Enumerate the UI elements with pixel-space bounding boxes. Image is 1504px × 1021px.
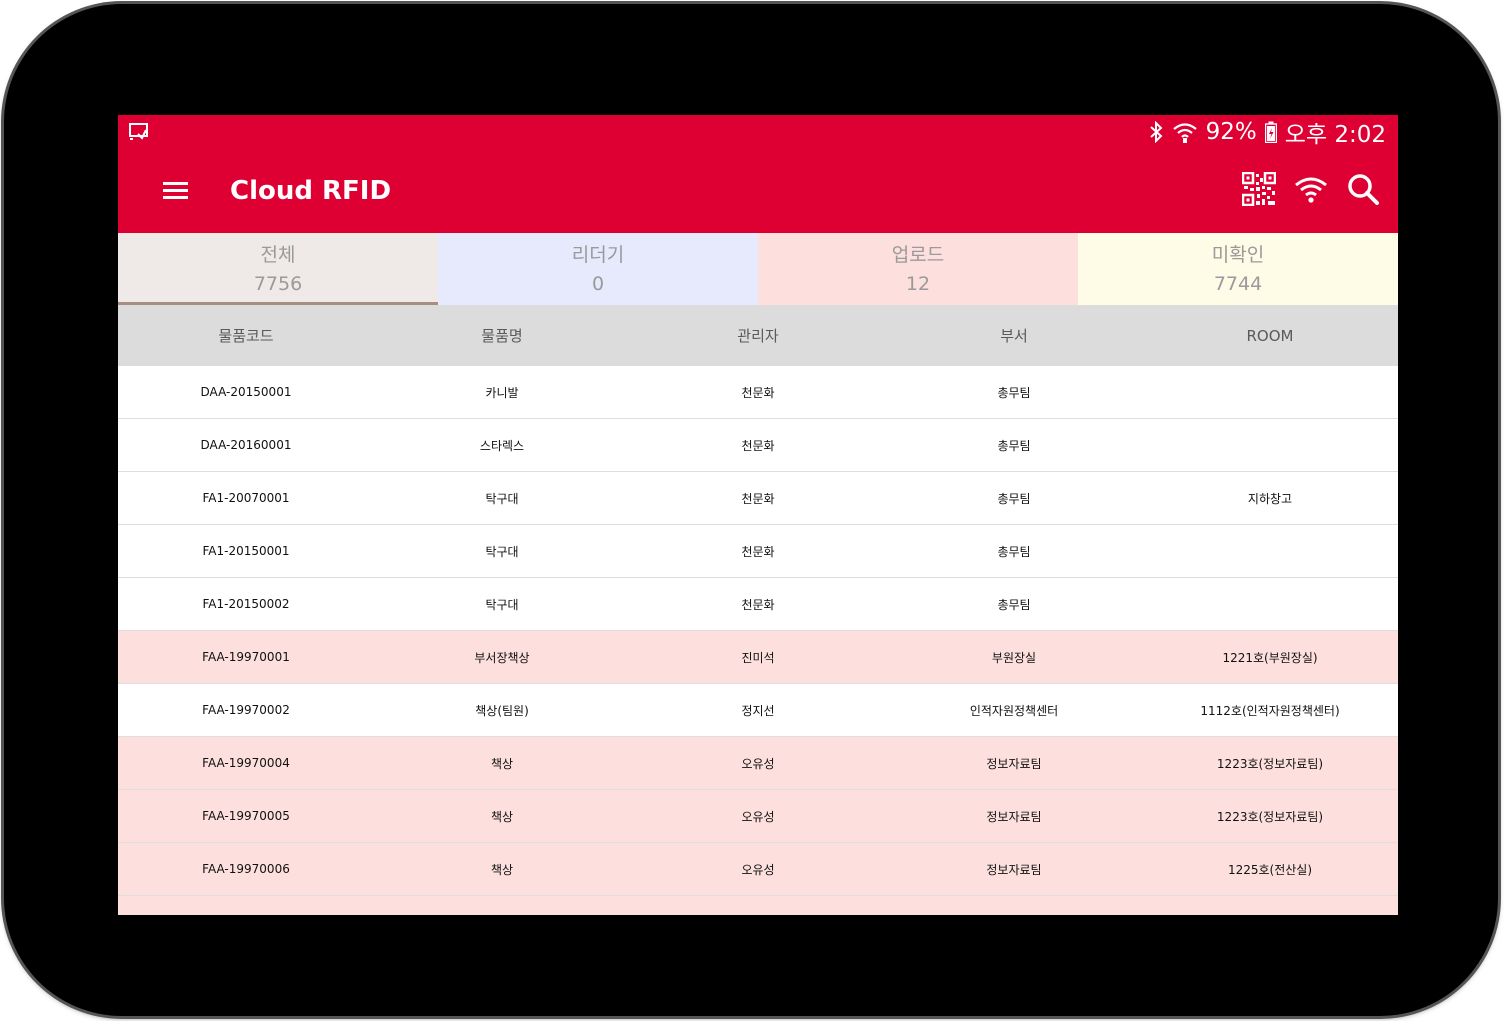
table-row[interactable]: FAA-19970001 부서장책상 진미석 부원장실 1221호(부원장실) bbox=[118, 631, 1398, 684]
cell-department: 인적자원정책센터 bbox=[969, 703, 1059, 718]
wifi-icon[interactable] bbox=[1294, 174, 1328, 208]
cell-manager: 정지선 bbox=[741, 703, 775, 718]
cell-item-name: 탁구대 bbox=[485, 597, 519, 612]
cell-room: 1223호(정보자료팀) bbox=[1216, 756, 1324, 771]
cell-manager: 오유성 bbox=[741, 809, 775, 824]
cell-department: 정보자료팀 bbox=[986, 756, 1042, 771]
table-row[interactable]: FA1-20070001 탁구대 천문화 총무팀 지하창고 bbox=[118, 472, 1398, 525]
cell-item-name: 책상(팀원) bbox=[475, 703, 529, 718]
tab-upload[interactable]: 업로드 12 bbox=[758, 233, 1078, 305]
clock: 오후 2:02 bbox=[1284, 122, 1386, 148]
cell-room: 지하창고 bbox=[1247, 491, 1293, 506]
tab-count: 12 bbox=[905, 273, 931, 295]
header-item-code[interactable]: 물품코드 bbox=[218, 327, 274, 345]
cell-item-name: 탁구대 bbox=[485, 544, 519, 559]
tablet-frame: 92% 오후 2:02 bbox=[4, 4, 1498, 1016]
cell-item-code: FAA-19970001 bbox=[202, 650, 290, 664]
screen: 92% 오후 2:02 bbox=[118, 115, 1398, 915]
cell-manager: 오유성 bbox=[741, 862, 775, 877]
cell-room: 1223호(정보자료팀) bbox=[1216, 809, 1324, 824]
table-row[interactable]: DAA-20160001 스타렉스 천문화 총무팀 bbox=[118, 419, 1398, 472]
tab-count: 7744 bbox=[1213, 273, 1263, 295]
tab-label: 리더기 bbox=[571, 244, 625, 266]
app-bar: Cloud RFID bbox=[118, 149, 1398, 233]
cell-item-name: 탁구대 bbox=[485, 491, 519, 506]
table-header: 물품코드 물품명 관리자 부서 ROOM bbox=[118, 305, 1398, 366]
battery-percent: 92% bbox=[1205, 119, 1257, 145]
header-room[interactable]: ROOM bbox=[1246, 326, 1294, 345]
tab-reader[interactable]: 리더기 0 bbox=[438, 233, 758, 305]
cell-item-name: 책상 bbox=[490, 756, 514, 771]
cell-manager: 천문화 bbox=[741, 438, 775, 453]
cell-item-code: FA1-20070001 bbox=[202, 491, 290, 505]
tab-label: 전체 bbox=[260, 244, 296, 266]
cell-manager: 천문화 bbox=[741, 491, 775, 506]
status-right: 92% 오후 2:02 bbox=[1148, 115, 1386, 149]
table-row[interactable]: FAA-19970002 책상(팀원) 정지선 인적자원정책센터 1112호(인… bbox=[118, 684, 1398, 737]
tab-unconfirmed[interactable]: 미확인 7744 bbox=[1078, 233, 1398, 305]
cell-item-code: FAA-19970006 bbox=[202, 862, 290, 876]
cast-icon bbox=[128, 122, 150, 142]
cell-item-code: FA1-20150002 bbox=[202, 597, 290, 611]
header-item-name[interactable]: 물품명 bbox=[481, 327, 523, 345]
status-bar: 92% 오후 2:02 bbox=[118, 115, 1398, 149]
cell-item-code: DAA-20150001 bbox=[200, 385, 292, 399]
bluetooth-icon bbox=[1148, 121, 1164, 143]
cell-department: 부원장실 bbox=[991, 650, 1037, 665]
cell-item-name: 책상 bbox=[490, 809, 514, 824]
cell-department: 총무팀 bbox=[997, 438, 1031, 453]
table-row[interactable]: FA1-20150001 탁구대 천문화 총무팀 bbox=[118, 525, 1398, 578]
tab-label: 업로드 bbox=[891, 244, 945, 266]
header-department[interactable]: 부서 bbox=[1000, 327, 1028, 345]
menu-icon[interactable] bbox=[162, 179, 190, 201]
cell-department: 총무팀 bbox=[997, 491, 1031, 506]
cell-department: 총무팀 bbox=[997, 385, 1031, 400]
cell-item-code: FAA-19970002 bbox=[202, 703, 290, 717]
cell-room: 1225호(전산실) bbox=[1227, 862, 1313, 877]
cell-item-code: DAA-20160001 bbox=[200, 438, 292, 452]
cell-department: 정보자료팀 bbox=[986, 862, 1042, 877]
tab-count: 7756 bbox=[253, 273, 303, 295]
cell-manager: 천문화 bbox=[741, 544, 775, 559]
cell-item-name: 책상 bbox=[490, 862, 514, 877]
table-row[interactable]: FAA-19970006 책상 오유성 정보자료팀 1225호(전산실) bbox=[118, 843, 1398, 896]
cell-department: 총무팀 bbox=[997, 597, 1031, 612]
qr-code-icon[interactable] bbox=[1241, 171, 1277, 210]
cell-item-name: 카니발 bbox=[485, 385, 519, 400]
battery-icon bbox=[1264, 121, 1277, 143]
cell-manager: 진미석 bbox=[741, 650, 775, 665]
tab-all[interactable]: 전체 7756 bbox=[118, 233, 438, 305]
search-icon[interactable] bbox=[1346, 172, 1380, 210]
cell-room: 1112호(인적자원정책센터) bbox=[1200, 703, 1340, 718]
cell-item-name: 스타렉스 bbox=[479, 438, 525, 453]
filter-tabs: 전체 7756 리더기 0 업로드 12 미확인 7744 bbox=[118, 233, 1398, 305]
table-row[interactable] bbox=[118, 896, 1398, 915]
table-row[interactable]: FAA-19970004 책상 오유성 정보자료팀 1223호(정보자료팀) bbox=[118, 737, 1398, 790]
wifi-status-icon bbox=[1172, 120, 1198, 144]
cell-manager: 천문화 bbox=[741, 385, 775, 400]
table-row[interactable]: FAA-19970005 책상 오유성 정보자료팀 1223호(정보자료팀) bbox=[118, 790, 1398, 843]
cell-manager: 오유성 bbox=[741, 756, 775, 771]
table-row[interactable]: DAA-20150001 카니발 천문화 총무팀 bbox=[118, 366, 1398, 419]
tab-count: 0 bbox=[591, 273, 605, 295]
cell-item-code: FAA-19970004 bbox=[202, 756, 290, 770]
header-manager[interactable]: 관리자 bbox=[737, 327, 779, 345]
table-body: DAA-20150001 카니발 천문화 총무팀 DAA-20160001 스타… bbox=[118, 366, 1398, 915]
table-row[interactable]: FA1-20150002 탁구대 천문화 총무팀 bbox=[118, 578, 1398, 631]
app-title: Cloud RFID bbox=[230, 176, 392, 206]
cell-item-code: FA1-20150001 bbox=[202, 544, 290, 558]
appbar-actions bbox=[1241, 169, 1380, 213]
cell-department: 정보자료팀 bbox=[986, 809, 1042, 824]
cell-manager: 천문화 bbox=[741, 597, 775, 612]
cell-item-code: FAA-19970005 bbox=[202, 809, 290, 823]
tab-label: 미확인 bbox=[1211, 244, 1265, 266]
cell-item-name: 부서장책상 bbox=[474, 650, 530, 665]
cell-department: 총무팀 bbox=[997, 544, 1031, 559]
cell-room: 1221호(부원장실) bbox=[1222, 650, 1318, 665]
